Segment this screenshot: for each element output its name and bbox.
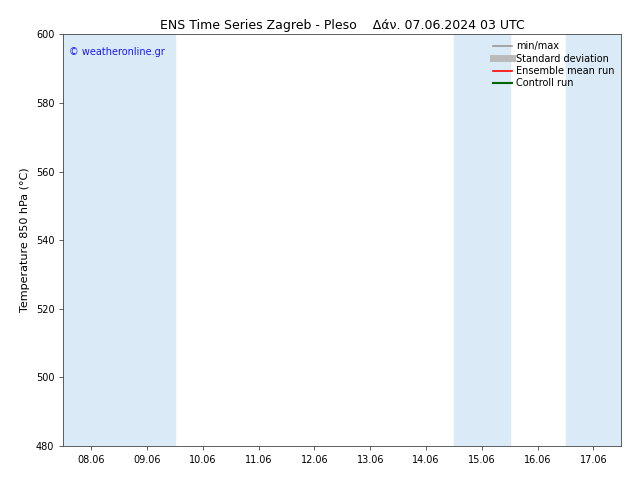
Y-axis label: Temperature 850 hPa (°C): Temperature 850 hPa (°C) — [20, 168, 30, 313]
Bar — [566, 34, 621, 446]
Text: © weatheronline.gr: © weatheronline.gr — [69, 47, 165, 57]
Bar — [454, 34, 510, 446]
Bar — [119, 34, 175, 446]
Title: ENS Time Series Zagreb - Pleso    Δάν. 07.06.2024 03 UTC: ENS Time Series Zagreb - Pleso Δάν. 07.0… — [160, 19, 525, 32]
Bar — [63, 34, 119, 446]
Legend: min/max, Standard deviation, Ensemble mean run, Controll run: min/max, Standard deviation, Ensemble me… — [489, 37, 618, 92]
